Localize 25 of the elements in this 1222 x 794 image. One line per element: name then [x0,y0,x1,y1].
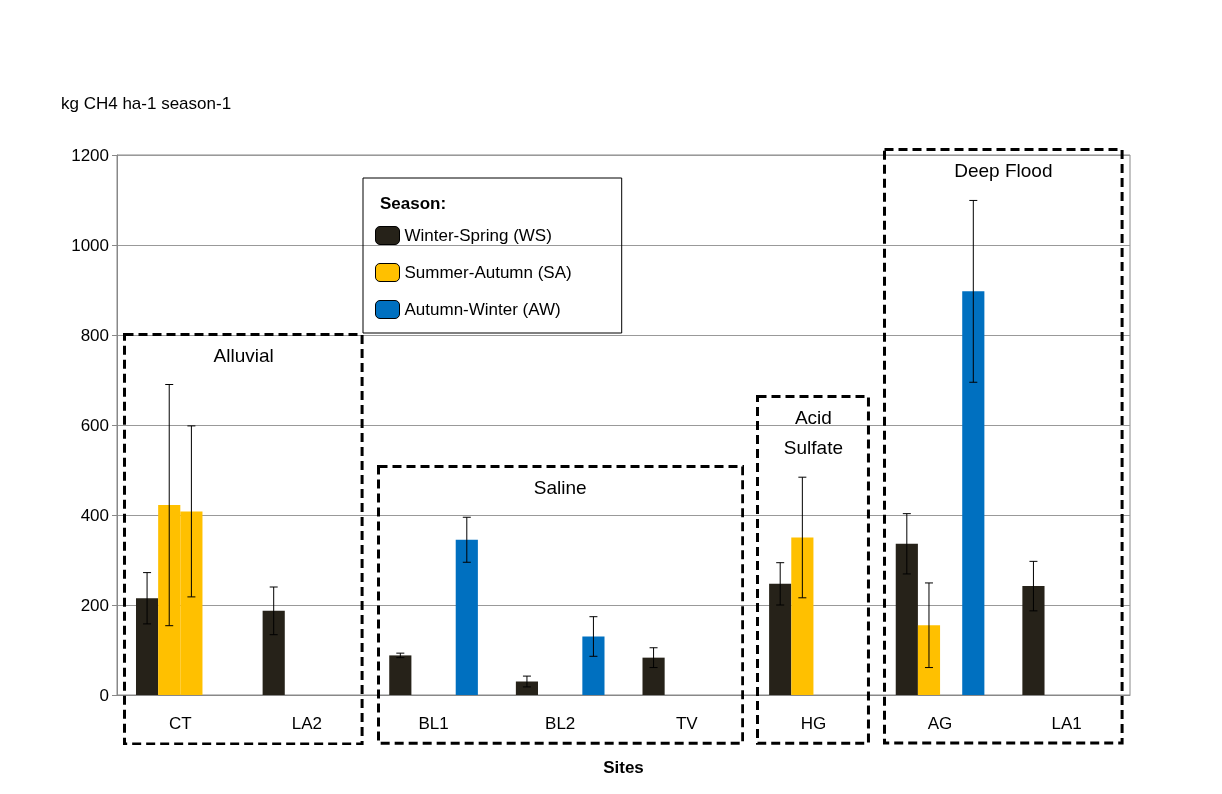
x-axis-title: Sites [603,758,644,777]
x-tick-label: HG [800,714,827,733]
y-tick-label: 1000 [71,235,109,255]
y-tick-label: 200 [80,595,109,615]
x-tick-label: CT [168,714,192,733]
legend-label: Summer-Autumn (SA) [404,263,572,282]
y-tick-label: 1200 [71,145,109,165]
legend-label: Winter-Spring (WS) [404,226,552,245]
x-tick-label: BL1 [418,714,449,733]
x-tick-label: AG [927,714,953,733]
x-tick-label: BL2 [545,714,576,733]
y-tick-label: 0 [99,685,109,705]
annotation: Deep Flood [953,159,1054,184]
y-tick-label: 600 [80,415,109,435]
legend-title: Season: [380,194,447,213]
y-axis-title: kg CH4 ha-1 season-1 [61,94,232,113]
y-tick-label: 800 [80,325,109,345]
annotation: Acid Sulfate [782,406,844,461]
x-tick-label: TV [675,714,699,733]
x-tick-label: LA1 [1051,714,1082,733]
legend-label: Autumn-Winter (AW) [404,300,561,319]
x-tick-label: LA2 [291,714,323,733]
y-tick-label: 400 [80,505,109,525]
annotation: Saline [532,476,588,501]
annotation: Alluvial [212,343,275,368]
